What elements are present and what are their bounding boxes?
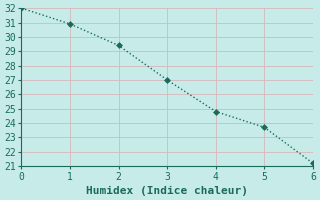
X-axis label: Humidex (Indice chaleur): Humidex (Indice chaleur) bbox=[86, 186, 248, 196]
